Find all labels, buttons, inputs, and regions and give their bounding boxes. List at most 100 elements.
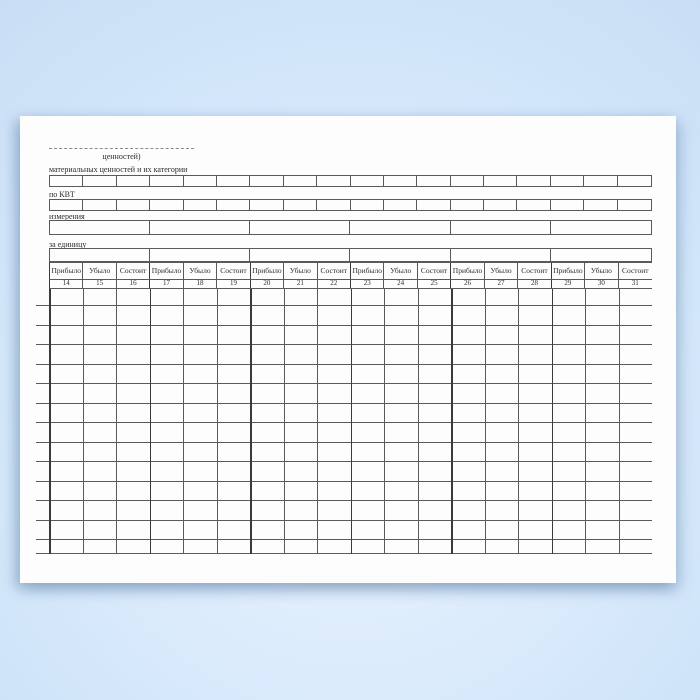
header-cell: Убыло [384, 262, 418, 279]
blank-cell-row-measure-unit [49, 220, 652, 235]
header-cell: Убыло [585, 262, 619, 279]
header-cell: Убыло [184, 262, 218, 279]
blank-cell-row-material-values [49, 175, 652, 187]
column-number-cell: 28 [518, 279, 552, 288]
blank-cell [184, 199, 217, 210]
column-grid-line [350, 288, 352, 554]
blank-cell [217, 176, 251, 186]
group-blank-cell [451, 221, 551, 234]
group-blank-cell [150, 248, 251, 261]
ledger-grid [36, 289, 652, 554]
blank-cell [83, 176, 117, 186]
column-number-cell: 17 [150, 279, 184, 288]
column-grid-line [384, 288, 385, 554]
group-blank-cell [350, 221, 451, 234]
blank-cell-row-unit-price [49, 247, 652, 262]
blank-cell [618, 200, 651, 210]
header-cell: Состоит [318, 262, 351, 279]
column-number-cell: 16 [117, 279, 151, 288]
column-grid-line [183, 288, 184, 554]
ledger-row [36, 384, 652, 404]
column-number-cell: 20 [251, 279, 285, 288]
column-number-cell: 21 [284, 279, 318, 288]
blank-cell [217, 199, 251, 210]
blank-cell [551, 199, 585, 210]
blank-cell [451, 176, 485, 186]
column-grid-line [49, 288, 51, 554]
column-number-cell: 14 [50, 279, 84, 288]
ledger-row [36, 404, 652, 423]
ledger-row [36, 521, 652, 540]
dotted-continuation-line [49, 148, 194, 149]
blank-cell [50, 199, 84, 210]
group-blank-cell [250, 248, 351, 261]
group-blank-cell [551, 249, 651, 261]
blank-cell [317, 199, 351, 210]
header-cell: Прибыло [552, 262, 586, 279]
column-grid-line [585, 288, 586, 554]
group-blank-cell [50, 221, 151, 234]
ledger-row [36, 462, 652, 482]
column-grid-line [250, 288, 252, 554]
ledger-row [36, 326, 652, 345]
blank-cell [50, 176, 84, 186]
group-blank-cell [451, 248, 551, 261]
table-header-row: Прибыло Убыло Состоит Прибыло Убыло Состоит Пр… [49, 261, 652, 280]
column-grid-line [149, 288, 151, 554]
header-cell: Прибыло [150, 262, 184, 279]
column-grid-line [283, 288, 285, 554]
header-cell: Прибыло [451, 262, 485, 279]
blank-cell [618, 176, 651, 186]
header-cell: Состоит [518, 262, 552, 279]
group-blank-cell [551, 221, 651, 234]
group-blank-cell [150, 221, 251, 234]
blank-cell [284, 176, 318, 186]
field-label-material-values: материальных ценностей и их категории [49, 164, 188, 174]
column-number-cell: 26 [451, 279, 485, 288]
blank-cell [250, 176, 284, 186]
ledger-row [36, 306, 652, 326]
header-cell: Прибыло [351, 262, 385, 279]
column-number-cell: 23 [351, 279, 385, 288]
header-cell: Убыло [83, 262, 117, 279]
blank-cell [517, 176, 551, 186]
blank-cell [551, 176, 585, 186]
column-grid-line [551, 288, 553, 554]
document-page: ценностей) материальных ценностей и их к… [20, 116, 676, 583]
header-cell: Прибыло [50, 262, 84, 279]
ledger-row [36, 501, 652, 521]
field-label-measure-unit: измерения [49, 212, 85, 221]
blank-cell [184, 176, 217, 186]
blank-cell [351, 176, 384, 186]
blank-cell [351, 199, 384, 210]
column-grid-line [484, 288, 486, 554]
blank-cell [484, 176, 518, 186]
blank-cell [417, 199, 451, 210]
blank-cell [517, 199, 551, 210]
blank-cell [584, 176, 618, 186]
column-number-cell: 30 [585, 279, 619, 288]
blank-cell [117, 199, 151, 210]
group-blank-cell [250, 221, 351, 234]
column-grid-line [618, 288, 620, 554]
header-cell: Состоит [117, 262, 151, 279]
column-number-cell: 31 [631, 279, 639, 287]
column-grid-line [216, 288, 218, 554]
blank-cell [317, 176, 351, 186]
blank-cell [384, 176, 418, 186]
blank-cell [150, 176, 184, 186]
header-cell: Прибыло [251, 262, 285, 279]
blank-cell [83, 199, 117, 210]
header-cell: Состоит [418, 262, 452, 279]
ledger-row [36, 423, 652, 443]
column-grid-line [518, 288, 519, 554]
ledger-row [36, 345, 652, 365]
column-number-cell: 15 [83, 279, 117, 288]
blank-cell [451, 199, 485, 210]
column-number-cell: 24 [384, 279, 418, 288]
column-grid-line [116, 288, 117, 554]
ledger-row [36, 289, 652, 306]
blank-cell [417, 176, 451, 186]
header-cell: Состоит [217, 262, 251, 279]
